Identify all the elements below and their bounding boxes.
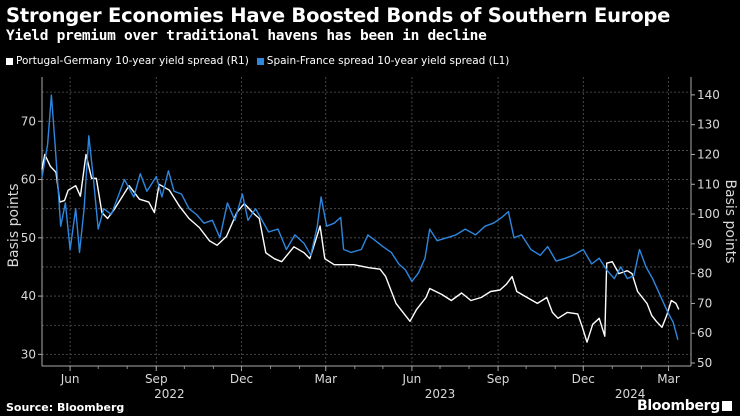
- x-tick-label: Mar: [657, 372, 680, 386]
- bloomberg-logo: Bloomberg: [636, 398, 720, 414]
- right-y-tick-label: 60: [697, 326, 712, 340]
- left-axis-title: Basis points: [6, 183, 22, 267]
- series-line-portugal-germany: [41, 153, 680, 343]
- right-y-tick-label: 80: [697, 267, 712, 281]
- right-y-tick-label: 90: [697, 237, 712, 251]
- legend-swatch-blue: [256, 57, 264, 65]
- right-y-tick-label: 100: [697, 207, 720, 221]
- right-y-tick-label: 110: [697, 177, 720, 191]
- x-tick-label: Dec: [230, 372, 253, 386]
- left-y-tick-label: 40: [21, 289, 36, 303]
- left-y-tick-label: 30: [21, 347, 36, 361]
- right-axis-title: Basis points: [722, 179, 738, 263]
- x-year-label: 2022: [154, 387, 185, 401]
- x-year-label: 2023: [425, 387, 456, 401]
- x-year-label: 2024: [615, 387, 646, 401]
- legend: Portugal-Germany 10-year yield spread (R…: [6, 55, 509, 67]
- legend-label: Portugal-Germany 10-year yield spread (R…: [16, 55, 249, 67]
- left-y-tick-label: 70: [21, 114, 36, 128]
- chart-title: Stronger Economies Have Boosted Bonds of…: [6, 4, 671, 27]
- x-tick-label: Dec: [572, 372, 595, 386]
- right-y-tick-label: 140: [697, 88, 720, 102]
- source-note: Source: Bloomberg: [6, 401, 125, 414]
- right-y-tick-label: 120: [697, 147, 720, 161]
- right-y-tick-label: 130: [697, 118, 720, 132]
- chart-subtitle: Yield premium over traditional havens ha…: [6, 28, 487, 44]
- right-y-tick-label: 50: [697, 356, 712, 370]
- left-y-tick-label: 50: [21, 231, 36, 245]
- left-y-tick-label: 60: [21, 173, 36, 187]
- legend-label: Spain-France spread 10-year yield spread…: [266, 55, 510, 67]
- legend-swatch-white: [6, 57, 13, 65]
- x-tick-label: Sep: [145, 372, 168, 386]
- right-y-tick-label: 70: [697, 296, 712, 310]
- x-tick-label: Mar: [314, 372, 337, 386]
- bloomberg-logo-icon: [722, 401, 732, 411]
- x-tick-label: Jun: [402, 372, 422, 386]
- x-tick-label: Jun: [60, 372, 80, 386]
- x-tick-label: Sep: [487, 372, 510, 386]
- legend-item-spain: Spain-France spread 10-year yield spread…: [256, 55, 510, 67]
- series-line-spain-france: [41, 94, 679, 340]
- legend-item-portugal: Portugal-Germany 10-year yield spread (R…: [6, 55, 249, 67]
